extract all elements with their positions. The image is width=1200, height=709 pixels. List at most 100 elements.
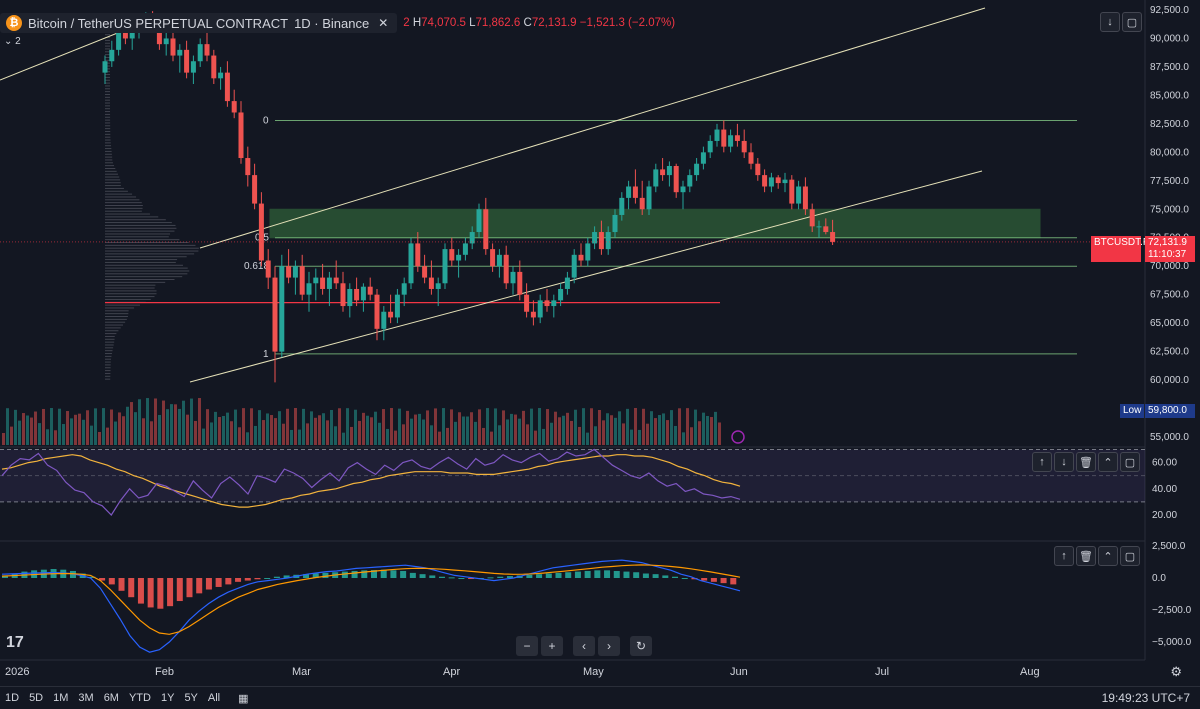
macd-histogram-bar <box>254 578 261 580</box>
gear-icon[interactable]: ⚙ <box>1170 664 1182 679</box>
macd-histogram-bar <box>584 570 591 578</box>
maximize-pane-icon[interactable]: ▢ <box>1120 452 1140 472</box>
move-up-icon[interactable]: ↑ <box>1032 452 1052 472</box>
volume-bar <box>278 411 281 445</box>
macd-histogram-bar <box>555 572 562 578</box>
macd-histogram-bar <box>380 569 387 578</box>
trash-icon[interactable]: 🗑 <box>1076 452 1096 472</box>
volume-bar <box>358 420 361 445</box>
candle-body <box>163 38 169 45</box>
volume-profile-bar <box>105 250 199 252</box>
range-5y[interactable]: 5Y <box>184 692 198 704</box>
symbol-info-box[interactable]: ₿ Bitcoin / TetherUS PERPETUAL CONTRACT … <box>0 13 398 33</box>
range-1y[interactable]: 1Y <box>160 692 175 704</box>
time-tick-label: 2026 <box>5 666 29 678</box>
move-up-macd-icon[interactable]: ↑ <box>1054 546 1074 566</box>
macd-histogram-bar <box>196 578 203 594</box>
volume-bar <box>454 421 457 445</box>
volume-bar <box>334 426 337 445</box>
macd-histogram-bar <box>371 570 377 578</box>
range-5d[interactable]: 5D <box>29 692 44 704</box>
macd-histogram-bar <box>565 572 572 578</box>
maximize-icon[interactable]: ▢ <box>1122 12 1142 32</box>
macd-histogram-bar <box>623 571 630 578</box>
volume-bar <box>498 425 501 445</box>
candle-body <box>313 277 319 284</box>
volume-profile-bar <box>105 267 188 269</box>
macd-histogram-bar <box>633 572 640 578</box>
volume-bar <box>422 419 425 445</box>
candle-body <box>775 177 781 184</box>
range-1d[interactable]: 1D <box>5 692 20 704</box>
last-price-symbol: BTCUSDT.P <box>1094 237 1150 248</box>
volume-profile-bar <box>105 355 112 357</box>
macd-histogram-bar <box>167 578 174 607</box>
close-icon[interactable]: ✕ <box>378 16 389 30</box>
volume-profile-bar <box>105 298 151 300</box>
macd-histogram-bar <box>681 578 688 579</box>
macd-histogram-bar <box>400 570 407 578</box>
move-down-icon[interactable]: ↓ <box>1054 452 1074 472</box>
maximize-macd-icon[interactable]: ▢ <box>1120 546 1140 566</box>
zoom-in-button[interactable]: + <box>541 636 563 656</box>
volume-profile-bar <box>105 153 112 155</box>
volume-profile-bar <box>105 190 128 192</box>
candle-body <box>184 49 190 73</box>
interval-label[interactable]: 1D · Binance <box>294 15 370 31</box>
arrow-down-icon[interactable]: ↓ <box>1100 12 1120 32</box>
rsi-line <box>1 448 741 516</box>
volume-profile-bar <box>105 142 111 144</box>
time-tick-label: May <box>583 666 604 678</box>
price-tick-label: 65,000.0 <box>1150 318 1189 329</box>
volume-profile-bar <box>105 207 143 209</box>
volume-bar <box>714 411 717 445</box>
range-6m[interactable]: 6M <box>103 692 119 704</box>
scroll-right-button[interactable]: › <box>598 636 620 656</box>
zoom-out-button[interactable]: − <box>516 636 538 656</box>
macd-histogram-bar <box>128 578 135 598</box>
macd-histogram-bar <box>235 578 242 582</box>
volume-bar <box>518 418 521 445</box>
volume-profile-bar <box>105 230 175 232</box>
candle-body <box>680 186 686 193</box>
macd-histogram-bar <box>244 578 251 581</box>
collapse-macd-icon[interactable]: ⌃ <box>1098 546 1118 566</box>
candle-body <box>653 169 659 187</box>
volume-bar <box>182 400 185 445</box>
candle-body <box>626 186 632 198</box>
symbol-name[interactable]: Bitcoin / TetherUS PERPETUAL CONTRACT <box>28 15 289 31</box>
trash-macd-icon[interactable]: 🗑 <box>1076 546 1096 566</box>
volume-profile-bar <box>105 34 110 36</box>
volume-bar <box>298 429 301 445</box>
volume-bar <box>230 421 233 445</box>
candle-body <box>170 38 176 56</box>
calendar-icon[interactable]: ▦ <box>238 692 249 705</box>
range-all[interactable]: All <box>207 692 221 704</box>
macd-histogram-bar <box>419 574 426 578</box>
range-3m[interactable]: 3M <box>78 692 94 704</box>
volume-bar <box>466 416 469 445</box>
indicators-collapse[interactable]: ⌄ 2 <box>4 36 21 47</box>
range-ytd[interactable]: YTD <box>128 692 151 704</box>
time-tick-label: Aug <box>1020 666 1040 678</box>
range-1m[interactable]: 1M <box>53 692 69 704</box>
macd-histogram-bar <box>409 572 416 578</box>
scroll-left-button[interactable]: ‹ <box>573 636 595 656</box>
volume-bar <box>270 415 273 445</box>
macd-histogram-bar <box>215 578 222 587</box>
volume-profile-bar <box>105 276 183 278</box>
collapse-icon[interactable]: ⌃ <box>1098 452 1118 472</box>
volume-bar <box>614 417 617 445</box>
volume-profile-bar <box>105 224 176 226</box>
reset-button[interactable]: ↻ <box>630 636 652 656</box>
volume-profile-bar <box>105 96 111 98</box>
candle-body <box>687 175 693 187</box>
volume-profile-bar <box>105 167 116 169</box>
volume-bar <box>162 400 165 445</box>
rsi-tick-label: 20.00 <box>1152 510 1177 521</box>
volume-bar <box>342 432 345 445</box>
volume-profile-bar <box>105 105 111 107</box>
clock[interactable]: 19:49:23 UTC+7 <box>1101 691 1190 705</box>
volume-bar <box>694 409 697 445</box>
